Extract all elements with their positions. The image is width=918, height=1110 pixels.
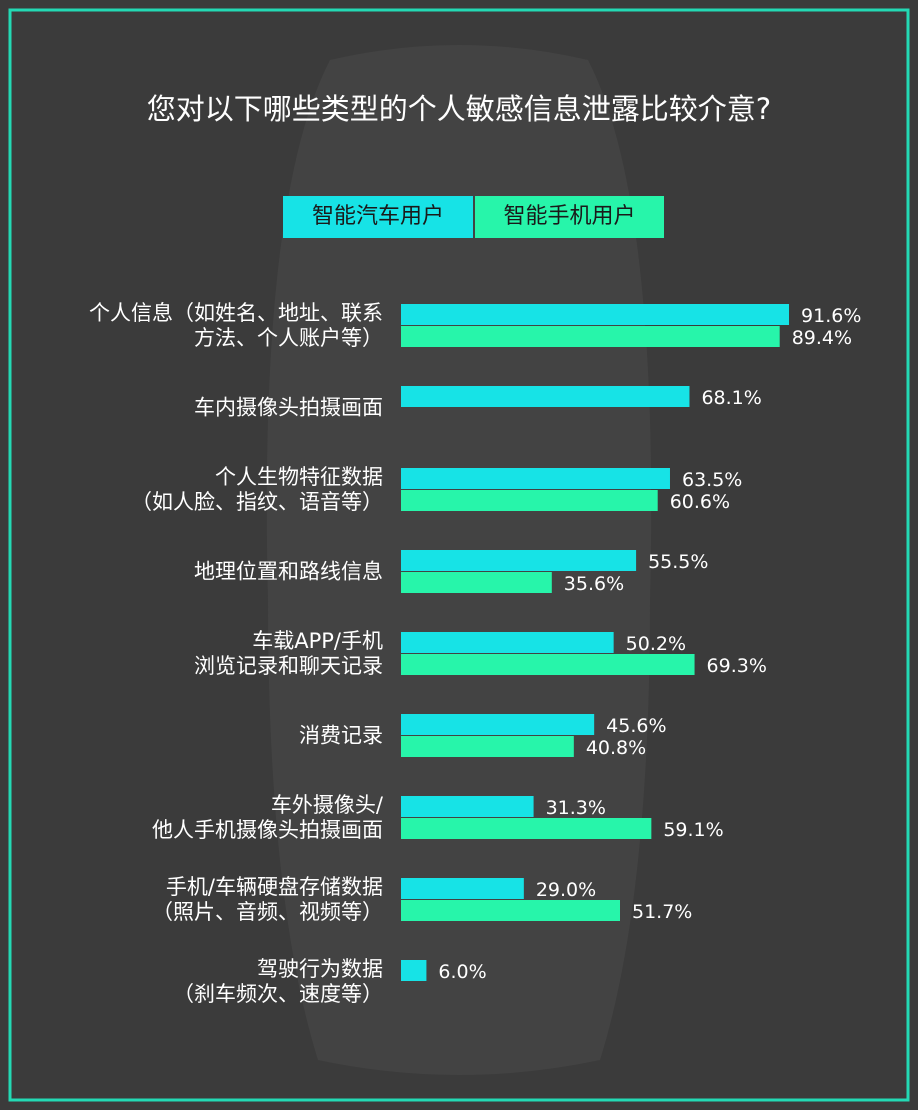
value-label: 29.0% xyxy=(536,879,596,901)
bar xyxy=(401,736,574,757)
value-label: 50.2% xyxy=(626,633,686,655)
bar xyxy=(401,326,780,347)
category-label: 车内摄像头拍摄画面 xyxy=(194,395,383,420)
category-label: 个人生物特征数据 （如人脸、指纹、语音等） xyxy=(131,465,383,514)
bar xyxy=(401,490,658,511)
bar xyxy=(401,550,637,571)
value-label: 63.5% xyxy=(682,469,742,491)
bar xyxy=(401,654,695,675)
bar xyxy=(401,796,534,817)
value-label: 6.0% xyxy=(438,961,486,983)
legend-item: 智能汽车用户 xyxy=(283,196,473,238)
value-label: 55.5% xyxy=(648,551,708,573)
bar xyxy=(401,304,790,325)
value-label: 59.1% xyxy=(663,819,723,841)
category-label: 车载APP/手机 浏览记录和聊天记录 xyxy=(194,629,383,678)
category-label: 车外摄像头/ 他人手机摄像头拍摄画面 xyxy=(152,793,383,842)
bar xyxy=(401,386,690,407)
bar xyxy=(401,468,670,489)
bar xyxy=(401,572,552,593)
category-label: 手机/车辆硬盘存储数据 （照片、音频、视频等） xyxy=(152,875,383,924)
bar xyxy=(401,714,595,735)
chart-title: 您对以下哪些类型的个人敏感信息泄露比较介意? xyxy=(146,92,772,126)
bar xyxy=(401,632,614,653)
category-label: 驾驶行为数据 （刹车频次、速度等） xyxy=(173,957,383,1006)
value-label: 51.7% xyxy=(632,901,692,923)
category-label: 地理位置和路线信息 xyxy=(194,559,383,584)
value-label: 91.6% xyxy=(801,305,861,327)
value-label: 68.1% xyxy=(701,387,761,409)
value-label: 89.4% xyxy=(792,327,852,349)
legend-item: 智能手机用户 xyxy=(475,196,664,238)
value-label: 40.8% xyxy=(586,737,646,759)
value-label: 45.6% xyxy=(606,715,666,737)
bar xyxy=(401,960,427,981)
frame xyxy=(8,8,910,1102)
bar xyxy=(401,818,652,839)
value-label: 31.3% xyxy=(546,797,606,819)
value-label: 69.3% xyxy=(707,655,767,677)
bar xyxy=(401,878,524,899)
value-label: 35.6% xyxy=(564,573,624,595)
value-label: 60.6% xyxy=(670,491,730,513)
category-label: 个人信息（如姓名、地址、联系 方法、个人账户等） xyxy=(89,301,383,350)
category-label: 消费记录 xyxy=(299,723,383,748)
bar xyxy=(401,900,621,921)
